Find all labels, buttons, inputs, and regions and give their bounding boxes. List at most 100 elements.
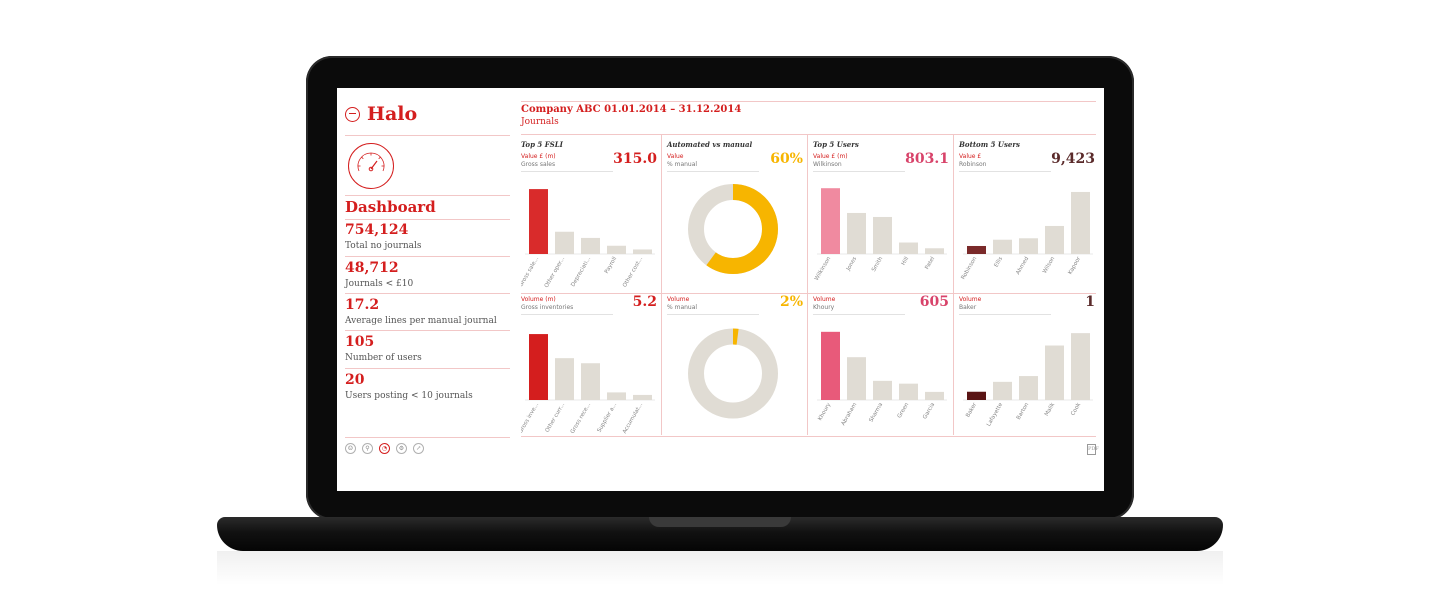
chart-bar xyxy=(967,391,986,400)
pdf-export-icon[interactable]: PDF xyxy=(1087,444,1099,455)
metric-value: 105 xyxy=(345,334,375,350)
chart-tick-label: Gross rece... xyxy=(570,402,593,435)
chart-bar xyxy=(1045,345,1064,400)
chart-bar xyxy=(555,231,574,254)
sidebar-divider xyxy=(345,256,510,257)
chart-tick-label: Khoury xyxy=(817,401,832,421)
header-rule xyxy=(521,134,1096,135)
chart-bar xyxy=(899,242,918,254)
laptop-hinge-notch xyxy=(649,517,791,527)
chart-bar xyxy=(633,394,652,400)
sidebar-divider xyxy=(345,368,510,369)
chart-bar xyxy=(1019,376,1038,400)
section-title-dashboard[interactable]: Dashboard xyxy=(345,198,436,216)
chart-tick-label: Cook xyxy=(1070,401,1082,417)
export-icon[interactable]: ↗ xyxy=(413,443,424,454)
user-icon[interactable]: ☺ xyxy=(345,443,356,454)
kpi-sub: Khoury xyxy=(813,304,835,311)
chart-top-users-volume[interactable]: Khoury Abraham Sharma Green Garcia xyxy=(813,323,953,436)
kpi-rule xyxy=(667,171,759,172)
page-title: Company ABC 01.01.2014 – 31.12.2014 xyxy=(521,104,742,115)
chart-tick-label: Sharma xyxy=(868,402,884,423)
metric-average-lines[interactable]: 17.2 Average lines per manual journal xyxy=(345,297,510,327)
panel-title: Automated vs manual xyxy=(667,140,753,149)
chart-tick-label: Hill xyxy=(901,256,911,267)
chart-tick-label: Gross inve... xyxy=(521,402,540,435)
footer-toolbar: ☺ ⚲ ◔ ⚙ ↗ xyxy=(345,443,424,454)
chart-bar xyxy=(1071,191,1090,254)
chart-bar xyxy=(529,334,548,400)
chart-tick-label: Gross sale... xyxy=(521,256,540,288)
dashboard-icon[interactable]: ◔ xyxy=(379,443,390,454)
metric-total-journals[interactable]: 754,124 Total no journals xyxy=(345,222,510,252)
panel-separator xyxy=(807,135,808,435)
panel-title: Top 5 Users xyxy=(813,140,859,149)
chart-automated-volume[interactable] xyxy=(667,323,807,436)
chart-bar xyxy=(555,358,574,400)
chart-bar xyxy=(821,188,840,254)
row-rule xyxy=(521,293,1096,294)
chart-bar xyxy=(993,381,1012,400)
kpi-number: 60% xyxy=(770,151,803,167)
metric-number-of-users[interactable]: 105 Number of users xyxy=(345,334,510,364)
chart-bottom-users-volume[interactable]: Baker Lafayette Barton Malik Cook xyxy=(959,323,1099,436)
chart-tick-label: Accumulat... xyxy=(622,402,644,435)
chart-bar xyxy=(873,380,892,400)
chart-bar xyxy=(1071,333,1090,400)
kpi-sub: % manual xyxy=(667,161,698,168)
metric-label: Number of users xyxy=(345,353,422,363)
chart-bar xyxy=(847,357,866,400)
metric-value: 48,712 xyxy=(345,260,399,276)
kpi-rule xyxy=(521,171,613,172)
chart-bar xyxy=(821,331,840,400)
sidebar-divider xyxy=(345,195,510,196)
panel-bottom5-users[interactable]: Bottom 5 Users Value £ Robinson 9,423 Ro… xyxy=(959,140,1099,436)
metric-users-posting-under-10[interactable]: 20 Users posting < 10 journals xyxy=(345,372,510,402)
chart-tick-label: Other curr... xyxy=(545,402,567,434)
speedometer-icon xyxy=(348,143,394,189)
chart-slice xyxy=(688,184,778,274)
kpi-label: Value £ xyxy=(959,153,982,160)
panel-automated-vs-manual[interactable]: Automated vs manual Value % manual 60% V… xyxy=(667,140,807,436)
chart-bar xyxy=(581,363,600,400)
panel-top5-users[interactable]: Top 5 Users Value £ (m) Wilkinson 803.1 … xyxy=(813,140,953,436)
chart-automated-value[interactable] xyxy=(667,180,807,290)
chart-fsli-volume[interactable]: Gross inve... Other curr... Gross rece... S… xyxy=(521,323,661,436)
panel-title: Top 5 FSLI xyxy=(521,140,563,149)
kpi-sub: Robinson xyxy=(959,161,987,168)
chart-tick-label: Lafayette xyxy=(986,401,1005,427)
panel-top5-fsli[interactable]: Top 5 FSLI Value £ (m) Gross sales 315.0… xyxy=(521,140,661,436)
chart-tick-label: Ellis xyxy=(994,256,1005,269)
chart-tick-label: Depreciati... xyxy=(570,256,592,288)
halo-logo-icon xyxy=(345,106,360,122)
chart-tick-label: Abraham xyxy=(840,402,858,427)
laptop-reflection xyxy=(217,551,1223,585)
chart-tick-label: Ahmed xyxy=(1015,256,1030,276)
chart-top-users-value[interactable]: Wilkinson Jones Smith Hill Patel xyxy=(813,180,953,290)
chart-bar xyxy=(873,216,892,254)
panel-separator xyxy=(661,135,662,435)
kpi-label: Volume xyxy=(813,296,836,303)
app-name: Halo xyxy=(367,103,418,125)
chart-tick-label: Garcia xyxy=(922,402,936,420)
kpi-number: 9,423 xyxy=(1051,151,1095,167)
kpi-sub: Gross inventories xyxy=(521,304,574,311)
footer-rule xyxy=(521,436,1096,437)
chart-bottom-users-value[interactable]: Robinson Ellis Ahmed Wilson Kapoor xyxy=(959,180,1099,290)
chart-tick-label: Payroll xyxy=(604,256,619,275)
settings-icon[interactable]: ⚙ xyxy=(396,443,407,454)
app-logo[interactable]: Halo xyxy=(345,102,417,126)
kpi-rule xyxy=(521,314,613,315)
search-icon[interactable]: ⚲ xyxy=(362,443,373,454)
chart-slice xyxy=(688,328,778,419)
chart-tick-label: Baker xyxy=(965,401,978,418)
kpi-sub: Gross sales xyxy=(521,161,556,168)
kpi-label: Volume xyxy=(667,296,690,303)
kpi-label: Value £ (m) xyxy=(813,153,848,160)
metric-value: 17.2 xyxy=(345,297,380,313)
chart-fsli-value[interactable]: Gross sale... Other oper... Depreciati... P… xyxy=(521,180,661,290)
metric-journals-under-10[interactable]: 48,712 Journals < £10 xyxy=(345,260,510,290)
header-rule xyxy=(521,101,1096,102)
kpi-number: 1 xyxy=(1085,294,1095,310)
chart-tick-label: Robinson xyxy=(960,256,978,281)
